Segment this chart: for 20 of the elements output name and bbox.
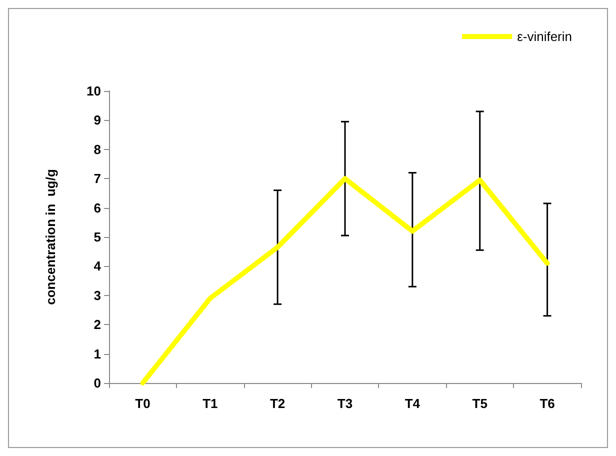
y-tick-label: 3 bbox=[94, 288, 101, 303]
y-tick-label: 1 bbox=[94, 346, 101, 362]
y-tick-label: 5 bbox=[94, 230, 101, 244]
y-tick-label: 4 bbox=[94, 258, 102, 274]
x-tick-label: T1 bbox=[202, 396, 218, 411]
x-tick-label: T2 bbox=[270, 396, 286, 411]
y-tick-label: 7 bbox=[94, 171, 101, 186]
x-tick-label: T6 bbox=[540, 396, 555, 411]
x-tick-label: T4 bbox=[404, 396, 421, 411]
y-axis-title: concentration in ug/g bbox=[43, 169, 58, 305]
x-tick-label: T0 bbox=[135, 396, 150, 411]
y-tick-label: 10 bbox=[86, 84, 101, 98]
y-tick-label: 2 bbox=[94, 317, 101, 332]
legend-label: ε-viniferin bbox=[517, 29, 572, 44]
x-tick-label: T5 bbox=[472, 396, 488, 411]
y-tick-label: 6 bbox=[94, 200, 101, 216]
y-tick-label: 0 bbox=[94, 376, 101, 390]
y-tick-label: 9 bbox=[94, 112, 101, 128]
y-tick-label: 8 bbox=[94, 142, 101, 157]
x-tick-label: T3 bbox=[337, 396, 353, 411]
